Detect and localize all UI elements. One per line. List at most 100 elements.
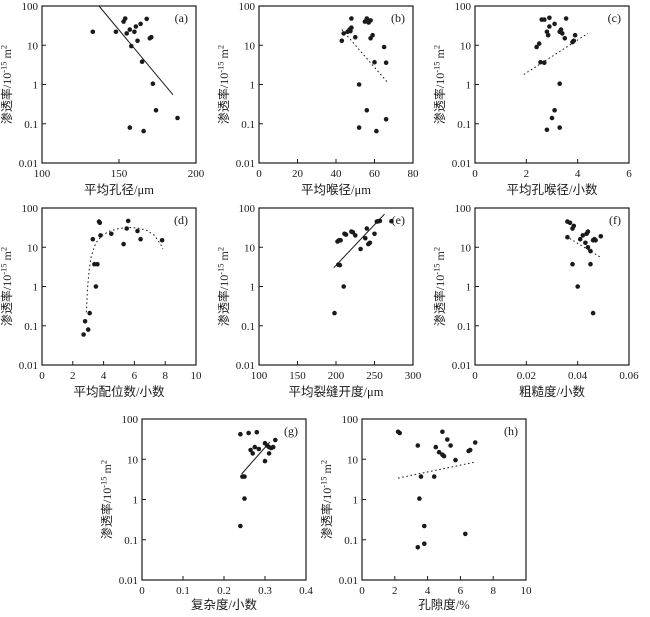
y-tick-label: 1 xyxy=(250,80,256,92)
data-point xyxy=(273,437,278,443)
x-tick-label: 10 xyxy=(191,370,203,382)
data-point xyxy=(153,108,159,113)
data-point xyxy=(433,444,439,450)
data-point xyxy=(590,310,596,316)
y-tick-label: 10 xyxy=(244,242,256,254)
panel-h: 0 2 4 6 8 10 0.01 0.1 1 10 100 (h) 孔隙度/% 渗透率/10-15 m2 xyxy=(319,405,550,617)
y-tick-label: 100 xyxy=(22,203,39,215)
data-point xyxy=(121,241,126,247)
panel-c: 0 2 4 6 0.01 0.1 1 10 100 (c) 平均孔喉径/小数 渗透率/10-15 m2 xyxy=(432,0,650,207)
data-point xyxy=(364,16,370,21)
y-tick-label: 0.1 xyxy=(457,119,471,131)
data-point xyxy=(242,474,247,479)
data-point xyxy=(415,545,421,550)
data-point xyxy=(598,234,604,239)
data-point xyxy=(472,440,478,445)
x-tick-label: 0.04 xyxy=(568,370,588,382)
data-point xyxy=(256,446,262,452)
panel-letter: (a) xyxy=(175,11,188,25)
x-axis-label: 粗糙度/小数 xyxy=(519,384,585,399)
y-tick-label: 0.01 xyxy=(19,360,38,372)
x-tick-label: 2 xyxy=(70,370,76,382)
panel-b: 0 20 40 60 80 0.01 0.1 1 10 100 (b) 平均喉径/μm 渗透率/10-1… xyxy=(216,0,434,207)
y-tick-label: 0.1 xyxy=(24,119,38,131)
data-point xyxy=(122,16,128,21)
x-tick-label: 300 xyxy=(405,370,422,382)
data-point xyxy=(367,240,373,246)
y-axis-label: 渗透率/10-15 m2 xyxy=(0,45,14,124)
panel-g-chart: 0 0.1 0.2 0.3 0.4 0.01 0.1 1 10 100 (g) 复杂度/小数 渗透率/1… xyxy=(99,414,314,612)
y-axis-label: 渗透率/10-15 m2 xyxy=(217,45,231,124)
data-point xyxy=(545,32,551,38)
x-tick-label: 0.06 xyxy=(619,370,639,382)
x-axis-label: 平均裂缝开度/μm xyxy=(289,384,384,399)
x-tick-label: 8 xyxy=(490,585,496,597)
data-point xyxy=(572,32,578,38)
data-point xyxy=(98,233,103,238)
panel-h-chart: 0 2 4 6 8 10 0.01 0.1 1 10 100 (h) 孔隙度/% 渗透率/10-15 m2 xyxy=(319,414,533,612)
data-point xyxy=(159,238,165,243)
data-point xyxy=(377,218,383,224)
y-tick-label: 100 xyxy=(455,1,472,13)
y-tick-label: 10 xyxy=(244,40,256,52)
data-point xyxy=(141,128,146,134)
data-point xyxy=(363,235,368,241)
x-tick-label: 0.4 xyxy=(299,585,313,597)
data-point xyxy=(270,444,276,450)
data-point xyxy=(370,32,375,38)
data-point xyxy=(542,17,547,22)
data-point xyxy=(341,31,346,36)
y-axis: 0.01 0.1 1 10 100 xyxy=(452,1,479,170)
data-point xyxy=(549,115,555,121)
plot-box xyxy=(474,207,630,366)
data-points xyxy=(332,218,394,316)
data-point xyxy=(563,16,569,21)
data-point xyxy=(585,229,591,234)
data-point xyxy=(575,284,580,289)
trend-line xyxy=(341,29,389,84)
x-axis-label: 平均喉径/μm xyxy=(301,183,371,197)
data-point xyxy=(341,284,346,289)
data-point xyxy=(422,541,427,546)
trend-line xyxy=(98,5,174,96)
plot-box xyxy=(141,418,307,581)
data-point xyxy=(133,24,139,29)
data-point xyxy=(570,261,575,267)
y-axis: 0.01 0.1 1 10 100 xyxy=(339,414,366,587)
data-point xyxy=(436,449,442,455)
y-axis: 0.01 0.1 1 10 100 xyxy=(236,1,263,170)
data-point xyxy=(127,125,133,130)
data-point xyxy=(431,474,437,479)
y-tick-label: 0.01 xyxy=(236,360,255,372)
data-point xyxy=(97,220,103,226)
y-tick-label: 100 xyxy=(122,414,139,426)
data-point xyxy=(547,24,552,29)
data-point xyxy=(552,21,557,27)
data-point xyxy=(583,240,588,246)
data-point xyxy=(565,234,570,240)
data-point xyxy=(349,25,354,31)
x-tick-label: 4 xyxy=(425,585,431,597)
x-axis: 0 2 4 6 8 10 xyxy=(359,576,532,597)
data-point xyxy=(254,429,260,435)
data-point xyxy=(349,16,354,21)
data-point xyxy=(90,236,96,242)
data-point xyxy=(463,531,468,537)
x-tick-label: 0 xyxy=(472,370,478,382)
data-point xyxy=(129,43,134,49)
data-point xyxy=(82,319,88,324)
data-point xyxy=(372,231,377,237)
y-axis: 0.01 0.1 1 10 100 xyxy=(236,203,263,372)
data-point xyxy=(90,29,96,35)
data-point xyxy=(81,332,86,337)
data-points xyxy=(565,219,604,316)
data-point xyxy=(337,262,343,268)
x-tick-label: 100 xyxy=(251,370,268,382)
data-point xyxy=(374,128,379,134)
y-axis: 0.01 0.1 1 10 100 xyxy=(119,414,146,587)
data-point xyxy=(332,310,337,316)
y-tick-label: 10 xyxy=(27,40,39,52)
data-point xyxy=(238,523,243,529)
x-tick-label: 100 xyxy=(34,168,51,180)
data-point xyxy=(383,60,389,65)
